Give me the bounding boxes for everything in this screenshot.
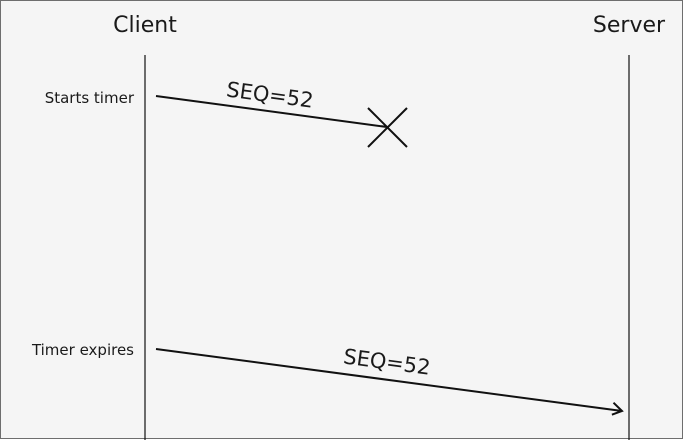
message-lost: SEQ=52 [155,77,408,148]
event-label-starts-timer: Starts timer [45,89,135,107]
participant-client: Client [113,13,177,38]
message-retransmit: SEQ=52 [155,344,624,416]
arrowhead-icon [611,401,624,416]
message-retransmit-line [155,348,623,412]
lost-x-mark [367,107,408,148]
participant-server: Server [593,13,666,38]
message-retransmit-label: SEQ=52 [342,344,432,379]
event-label-timer-expires: Timer expires [31,341,134,359]
message-lost-line [155,95,388,128]
